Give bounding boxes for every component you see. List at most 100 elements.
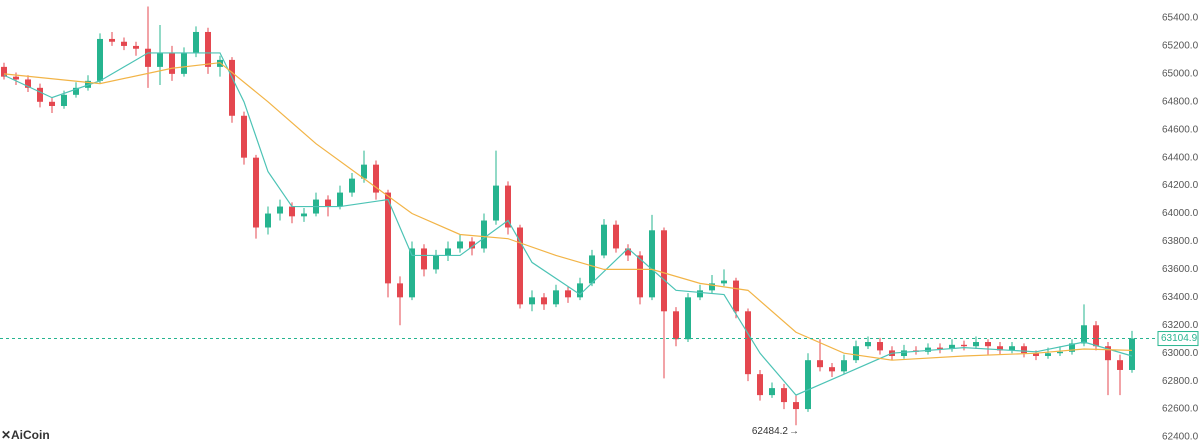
candle-body xyxy=(901,350,907,356)
candle-body xyxy=(601,224,607,256)
candle-body xyxy=(265,213,271,228)
candle-body xyxy=(817,360,823,368)
candle-body xyxy=(1057,351,1063,354)
candle-body xyxy=(373,164,379,193)
candle-body xyxy=(109,38,115,42)
candle-body xyxy=(97,38,103,81)
candle-body xyxy=(1021,346,1027,354)
candle-body xyxy=(325,199,331,207)
candle-body xyxy=(589,255,595,284)
candle-body xyxy=(1069,343,1075,352)
candle-body xyxy=(385,192,391,284)
candle-body xyxy=(49,101,55,106)
candle-body xyxy=(37,87,43,102)
candle-body xyxy=(193,31,199,53)
candle-body xyxy=(121,41,127,46)
candle-body xyxy=(721,280,727,284)
candle-body xyxy=(25,79,31,88)
candle-body xyxy=(673,311,679,340)
candle-body xyxy=(337,192,343,207)
candle-body xyxy=(349,178,355,193)
candle-body xyxy=(985,342,991,347)
candle-body xyxy=(997,346,1003,351)
candle-body xyxy=(685,297,691,340)
y-tick-label: 64400.0 xyxy=(1162,152,1199,163)
candle-body xyxy=(1033,353,1039,356)
y-tick-label: 63600.0 xyxy=(1162,264,1199,275)
y-tick-label: 65400.0 xyxy=(1162,13,1199,24)
candle-body xyxy=(937,347,943,350)
y-tick-label: 64800.0 xyxy=(1162,96,1199,107)
candle-body xyxy=(769,388,775,396)
y-tick-label: 64200.0 xyxy=(1162,180,1199,191)
candle-body xyxy=(757,374,763,396)
high-arrow: ← xyxy=(150,0,160,2)
candle-body xyxy=(925,347,931,352)
y-tick-label: 65200.0 xyxy=(1162,41,1199,52)
moving-average xyxy=(3,62,1133,361)
candle-body xyxy=(1129,338,1135,370)
y-tick-label: 65000.0 xyxy=(1162,69,1199,80)
y-tick-label: 62400.0 xyxy=(1162,432,1199,443)
candle-body xyxy=(577,283,583,298)
candle-body xyxy=(85,80,91,88)
candle-body xyxy=(409,248,415,298)
candle-body xyxy=(229,59,235,116)
candle-body xyxy=(1105,346,1111,361)
y-tick-label: 63400.0 xyxy=(1162,292,1199,303)
y-tick-label: 62600.0 xyxy=(1162,404,1199,415)
candle-body xyxy=(241,115,247,158)
candle-body xyxy=(253,157,259,228)
logo-icon: ✕ xyxy=(1,428,11,442)
candle-body xyxy=(505,185,511,228)
candle-body xyxy=(133,45,139,49)
low-label: 62484.2 xyxy=(752,426,789,437)
candle-body xyxy=(1117,360,1123,370)
candle-body xyxy=(277,206,283,214)
candle-body xyxy=(397,283,403,298)
y-tick-label: 63000.0 xyxy=(1162,348,1199,359)
candle-body xyxy=(421,248,427,270)
high-label: 65482.7 xyxy=(160,0,197,2)
candle-body xyxy=(445,248,451,256)
candle-body xyxy=(973,342,979,347)
candle-body xyxy=(289,206,295,217)
candle-body xyxy=(841,360,847,372)
candle-body xyxy=(661,230,667,312)
y-tick-label: 64000.0 xyxy=(1162,208,1199,219)
candle-body xyxy=(493,185,499,221)
candle-body xyxy=(565,290,571,298)
last-price-label: 63104.9 xyxy=(1161,333,1198,344)
candle-body xyxy=(1081,325,1087,344)
candle-body xyxy=(793,402,799,410)
candle-body xyxy=(553,290,559,305)
candle-body xyxy=(145,48,151,67)
candle-body xyxy=(865,342,871,347)
y-tick-label: 64600.0 xyxy=(1162,124,1199,135)
candle-body xyxy=(1,66,7,77)
candle-body xyxy=(649,230,655,298)
candle-body xyxy=(1045,353,1051,356)
candle-body xyxy=(949,344,955,350)
candle-body xyxy=(709,283,715,291)
candle-body xyxy=(613,224,619,249)
candle-body xyxy=(529,297,535,305)
candle-body xyxy=(625,248,631,256)
moving-average xyxy=(3,52,1133,396)
candle-body xyxy=(745,311,751,375)
candle-body xyxy=(1093,325,1099,347)
candle-body xyxy=(457,241,463,249)
candle-body xyxy=(877,342,883,351)
candle-body xyxy=(1009,346,1015,351)
watermark: AiCoin xyxy=(11,428,50,442)
candle-body xyxy=(481,220,487,249)
candle-body xyxy=(169,52,175,74)
candle-body xyxy=(517,227,523,305)
candle-body xyxy=(469,241,475,249)
candle-body xyxy=(13,76,19,80)
candle-body xyxy=(961,344,967,347)
candle-body xyxy=(61,94,67,106)
candle-body xyxy=(301,213,307,217)
candle-body xyxy=(829,367,835,372)
